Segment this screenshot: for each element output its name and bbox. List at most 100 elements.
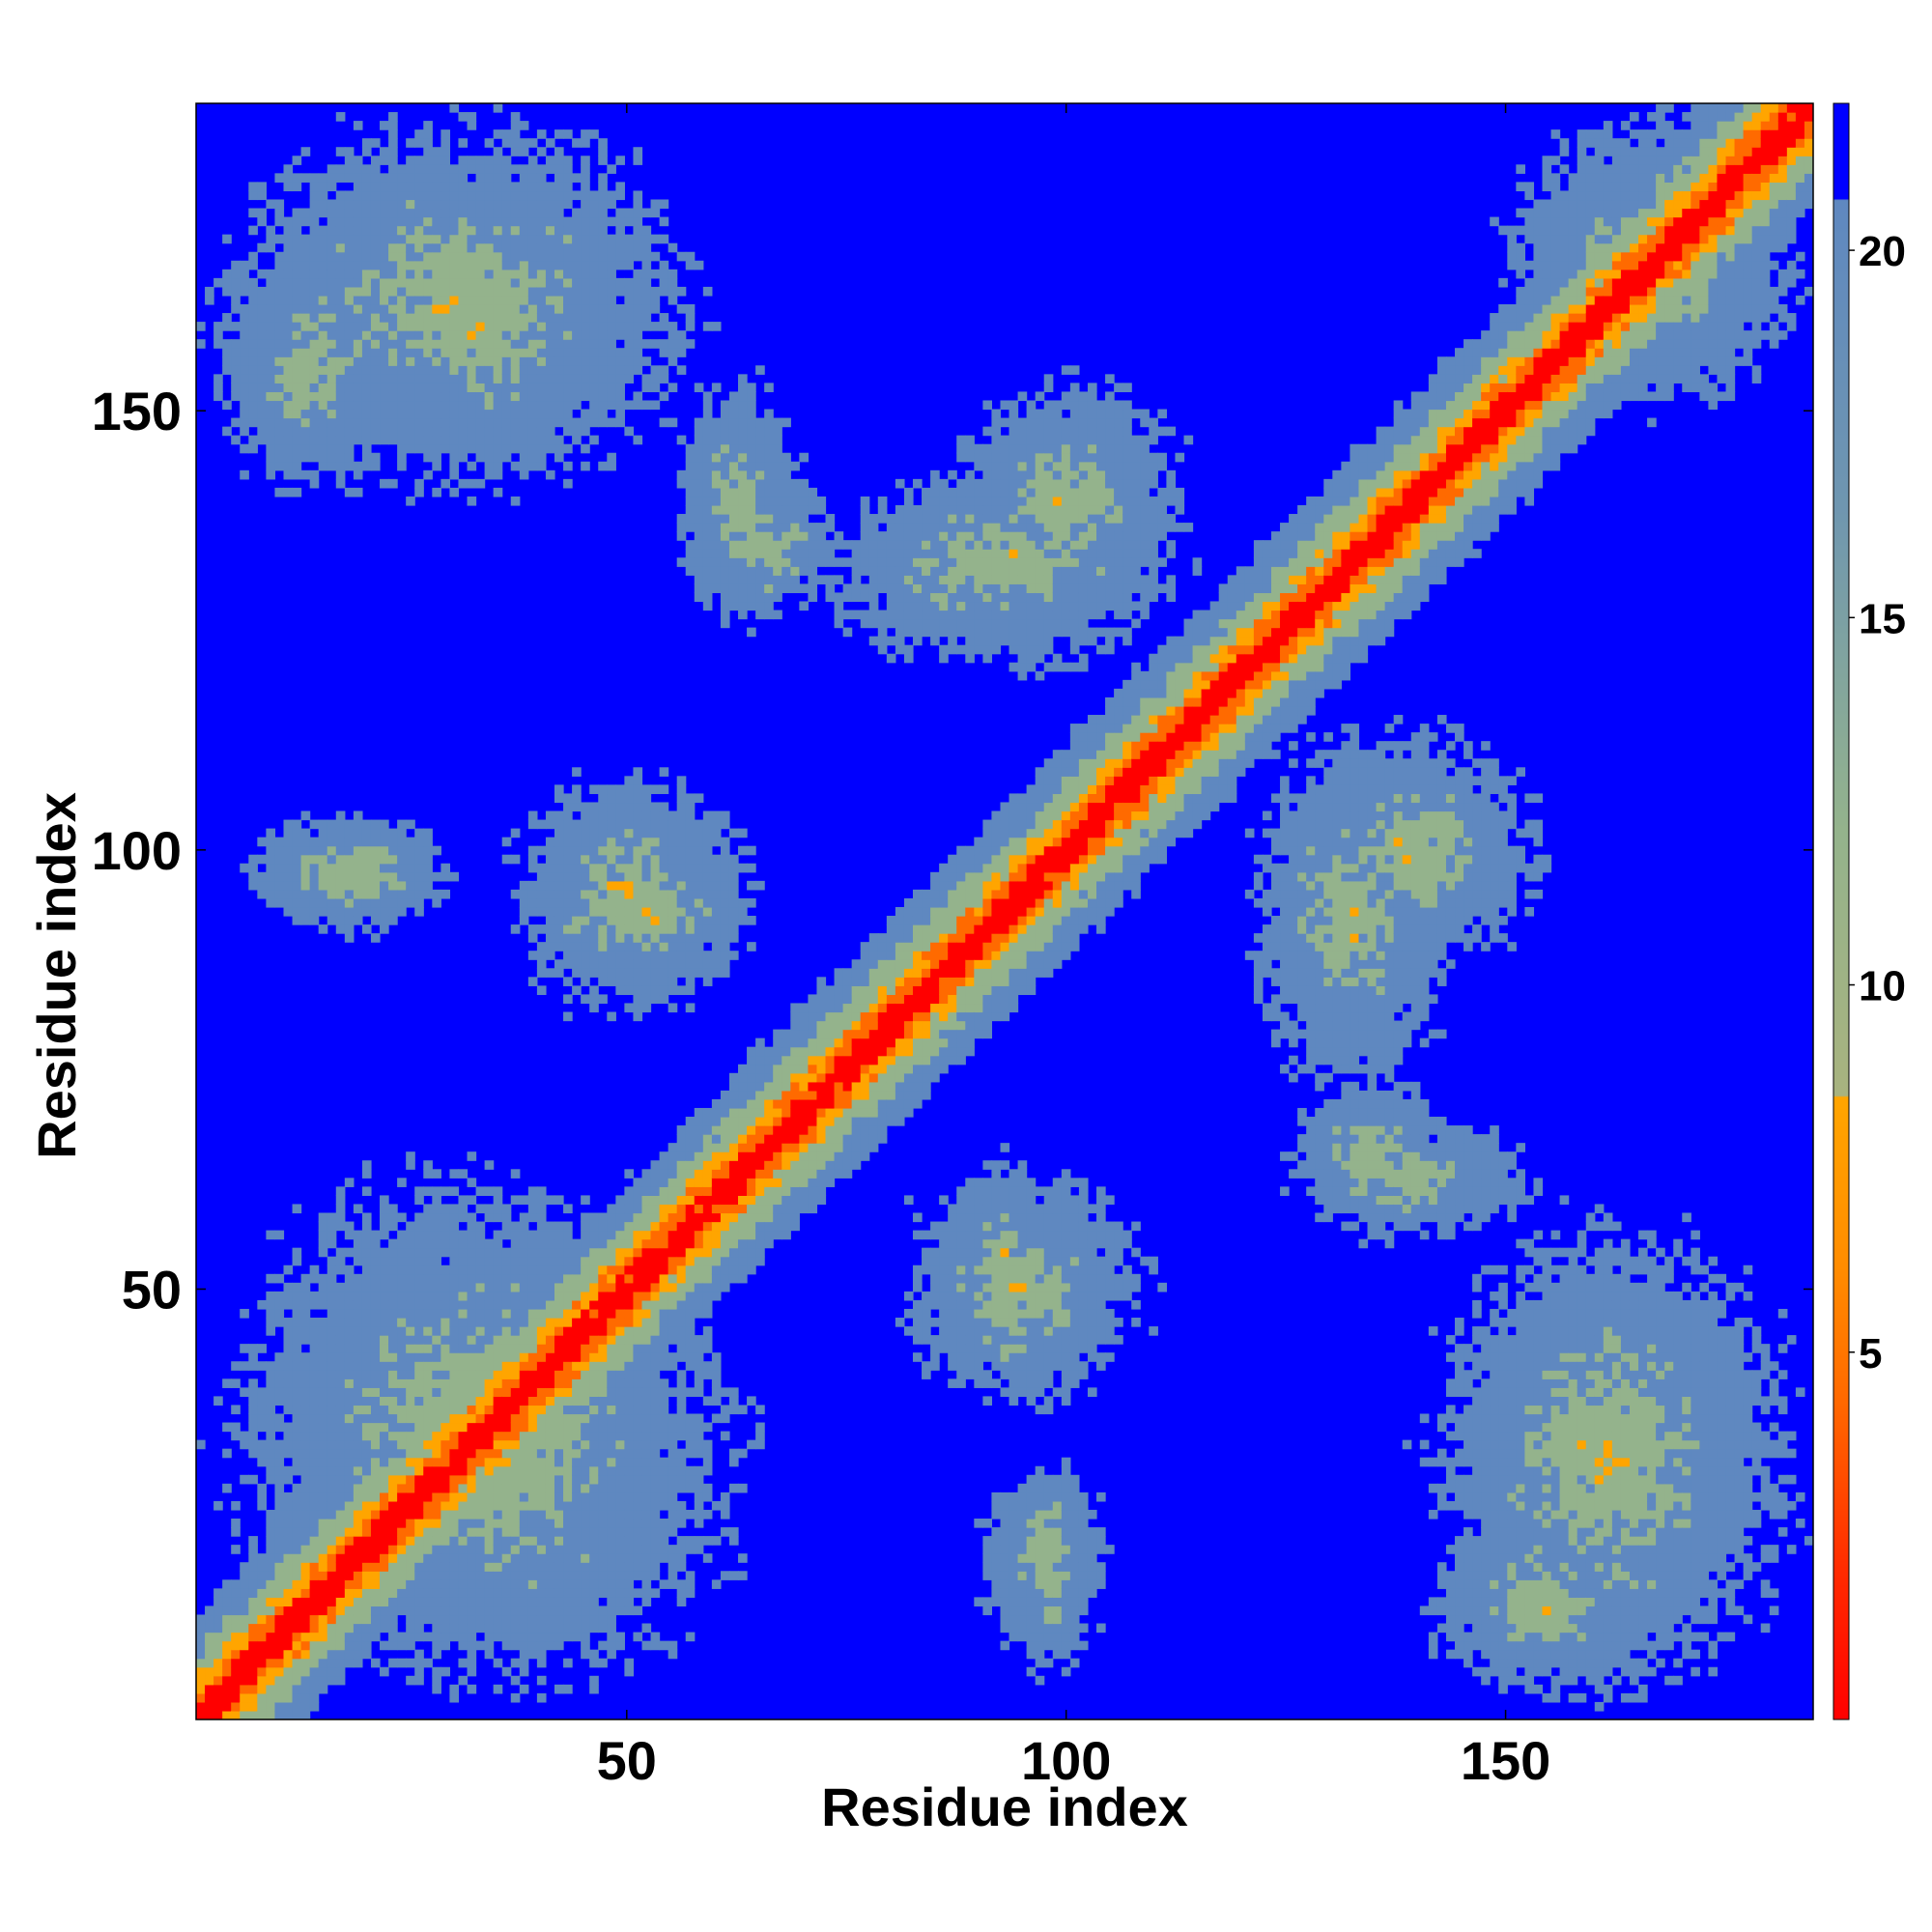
heatmap-cell <box>546 1257 555 1266</box>
heatmap-cell <box>449 1186 459 1196</box>
heatmap-cell <box>581 235 590 244</box>
heatmap-cell <box>581 1579 590 1589</box>
heatmap-cell <box>458 1283 468 1293</box>
heatmap-cell <box>248 1553 258 1563</box>
heatmap-cell <box>563 1536 573 1546</box>
heatmap-cell <box>554 916 564 925</box>
heatmap-cell <box>581 1527 590 1537</box>
heatmap-cell <box>283 173 293 183</box>
heatmap-cell <box>354 173 363 183</box>
heatmap-cell <box>274 1501 284 1511</box>
heatmap-cell <box>345 391 355 401</box>
heatmap-cell <box>406 1624 415 1634</box>
heatmap-cell <box>677 1134 687 1144</box>
heatmap-cell <box>414 829 424 838</box>
heatmap-cell <box>257 1633 267 1642</box>
heatmap-cell <box>283 838 293 847</box>
heatmap-cell <box>222 1641 232 1651</box>
heatmap-cell <box>581 444 590 454</box>
heatmap-cell <box>598 933 608 943</box>
heatmap-cell <box>319 1318 328 1327</box>
heatmap-cell <box>511 1475 521 1485</box>
heatmap-cell <box>449 1292 459 1301</box>
heatmap-cell <box>293 1676 302 1686</box>
heatmap-cell <box>440 418 450 428</box>
heatmap-cell <box>581 838 590 847</box>
heatmap-cell <box>362 1326 372 1336</box>
heatmap-cell <box>668 1562 678 1572</box>
heatmap-cell <box>266 1405 275 1414</box>
heatmap-cell <box>222 427 232 437</box>
heatmap-cell <box>511 1169 521 1179</box>
heatmap-cell <box>563 164 573 174</box>
heatmap-cell <box>468 1659 477 1668</box>
heatmap-cell <box>468 287 477 297</box>
heatmap-cell <box>633 1204 642 1213</box>
heatmap-cell <box>668 933 678 943</box>
heatmap-cell <box>345 933 355 943</box>
heatmap-cell <box>380 304 389 314</box>
heatmap-cell <box>468 1475 477 1485</box>
heatmap-cell <box>511 252 521 262</box>
heatmap-cell <box>581 1326 590 1336</box>
heatmap-cell <box>345 916 355 925</box>
heatmap-cell <box>432 1510 441 1520</box>
heatmap-cell <box>423 418 433 428</box>
heatmap-cell <box>589 1274 599 1284</box>
heatmap-cell <box>240 270 249 279</box>
heatmap-cell <box>240 287 249 297</box>
heatmap-cell <box>406 1344 415 1353</box>
heatmap-cell <box>371 829 381 838</box>
heatmap-cell <box>468 1361 477 1371</box>
heatmap-cell <box>468 356 477 366</box>
heatmap-cell <box>660 1579 669 1589</box>
heatmap-cell <box>546 811 555 821</box>
heatmap-cell <box>607 1405 616 1414</box>
heatmap-cell <box>537 339 547 349</box>
heatmap-cell <box>406 497 415 506</box>
heatmap-cell <box>283 1571 293 1580</box>
heatmap-cell <box>432 1352 441 1362</box>
heatmap-cell <box>485 252 495 262</box>
heatmap-cell <box>327 400 337 410</box>
heatmap-cell <box>336 444 346 454</box>
heatmap-cell <box>476 427 486 437</box>
heatmap-cell <box>406 1335 415 1345</box>
heatmap-cell <box>528 977 538 986</box>
heatmap-cell <box>449 339 459 349</box>
heatmap-cell <box>354 1257 363 1266</box>
heatmap-cell <box>485 400 495 410</box>
heatmap-cell <box>537 1605 547 1615</box>
heatmap-cell <box>511 1676 521 1686</box>
heatmap-cell <box>397 1318 407 1327</box>
heatmap-cell <box>668 1352 678 1362</box>
heatmap-cell <box>581 304 590 314</box>
heatmap-cell <box>607 462 616 471</box>
heatmap-cell <box>598 1352 608 1362</box>
heatmap-cell <box>432 410 441 419</box>
heatmap-cell <box>248 1413 258 1423</box>
heatmap-cell <box>371 1527 381 1537</box>
heatmap-cell <box>293 1527 302 1537</box>
heatmap-cell <box>345 1283 355 1293</box>
heatmap-cell <box>388 1510 398 1520</box>
heatmap-cell <box>414 1571 424 1580</box>
heatmap-cell <box>397 1413 407 1423</box>
heatmap-cell <box>371 1633 381 1642</box>
heatmap-cell <box>458 209 468 218</box>
heatmap-cell <box>677 838 687 847</box>
heatmap-cell <box>388 278 398 288</box>
heatmap-cell <box>572 190 582 200</box>
heatmap-cell <box>406 1248 415 1258</box>
heatmap-cell <box>432 1378 441 1388</box>
heatmap-cell <box>449 1361 459 1371</box>
heatmap-cell <box>660 890 669 899</box>
heatmap-cell <box>494 400 503 410</box>
heatmap-cell <box>615 881 625 891</box>
heatmap-cell <box>641 296 651 305</box>
heatmap-cell <box>362 400 372 410</box>
heatmap-cell <box>274 1702 284 1712</box>
heatmap-cell <box>283 890 293 899</box>
heatmap-cell <box>607 1605 616 1615</box>
heatmap-cell <box>248 444 258 454</box>
